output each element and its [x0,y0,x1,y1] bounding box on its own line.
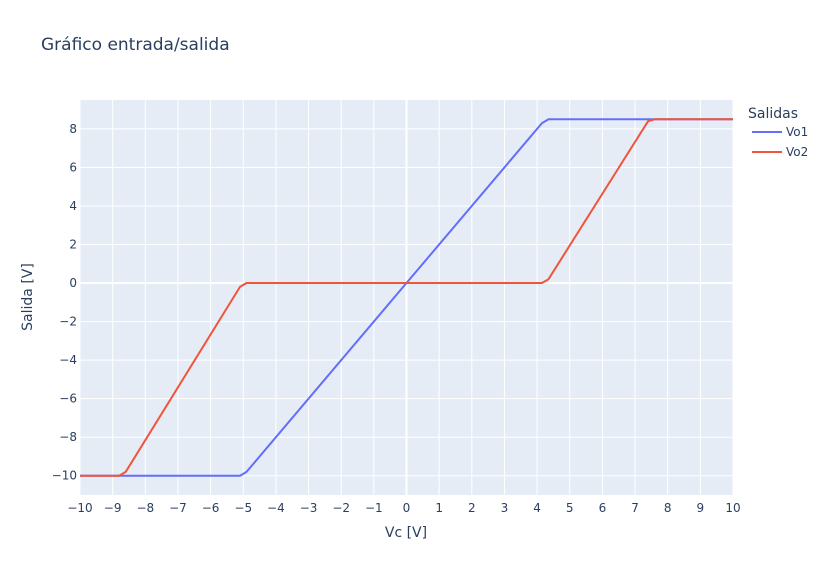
series-line-vo1 [80,118,733,477]
x-tick-label: −3 [300,501,318,515]
x-tick-label: −8 [136,501,154,515]
legend-title: Salidas [748,106,798,122]
x-tick-label: 6 [599,501,607,515]
x-tick-label: 5 [566,501,574,515]
x-tick-label: −5 [234,501,252,515]
y-tick-label: −8 [59,430,77,444]
x-tick-label: 1 [435,501,443,515]
x-tick-label: −1 [365,501,383,515]
x-tick-label: 0 [403,501,411,515]
legend-label-vo2: Vo2 [786,145,808,159]
x-tick-label: −2 [332,501,350,515]
x-tick-label: −4 [267,501,285,515]
y-tick-label: −10 [52,469,77,483]
x-tick-label: 10 [725,501,740,515]
x-axis-ticks: −10 −9 −8 −7 −6 −5 −4 −3 −2 −1 0 1 2 3 4 5 6 7 8 9 10 [67,501,740,515]
chart-title: Gráfico entrada/salida [41,35,230,55]
series-line-vo2 [80,118,733,477]
y-tick-label: −6 [59,392,77,406]
y-tick-label: −4 [59,353,77,367]
y-tick-label: 6 [69,160,77,174]
x-tick-label: 7 [631,501,639,515]
y-axis-ticks: −10 −8 −6 −4 −2 0 2 4 6 8 [52,122,77,483]
x-tick-label: −6 [202,501,220,515]
x-axis-title: Vc [V] [385,525,427,541]
x-tick-label: 4 [533,501,541,515]
y-tick-label: 2 [69,238,77,252]
x-tick-label: 9 [697,501,705,515]
x-tick-label: −10 [67,501,92,515]
x-tick-label: 8 [664,501,672,515]
y-tick-label: 0 [69,276,77,290]
x-tick-label: −9 [104,501,122,515]
y-tick-label: 4 [69,199,77,213]
grid [79,100,734,495]
legend: Salidas Vo1 Vo2 [748,106,808,159]
legend-label-vo1: Vo1 [786,125,808,139]
x-tick-label: −7 [169,501,187,515]
y-tick-label: −2 [59,315,77,329]
y-tick-label: 8 [69,122,77,136]
x-tick-label: 2 [468,501,476,515]
y-axis-title: Salida [V] [20,263,36,331]
series-layer [80,118,733,477]
x-tick-label: 3 [501,501,509,515]
